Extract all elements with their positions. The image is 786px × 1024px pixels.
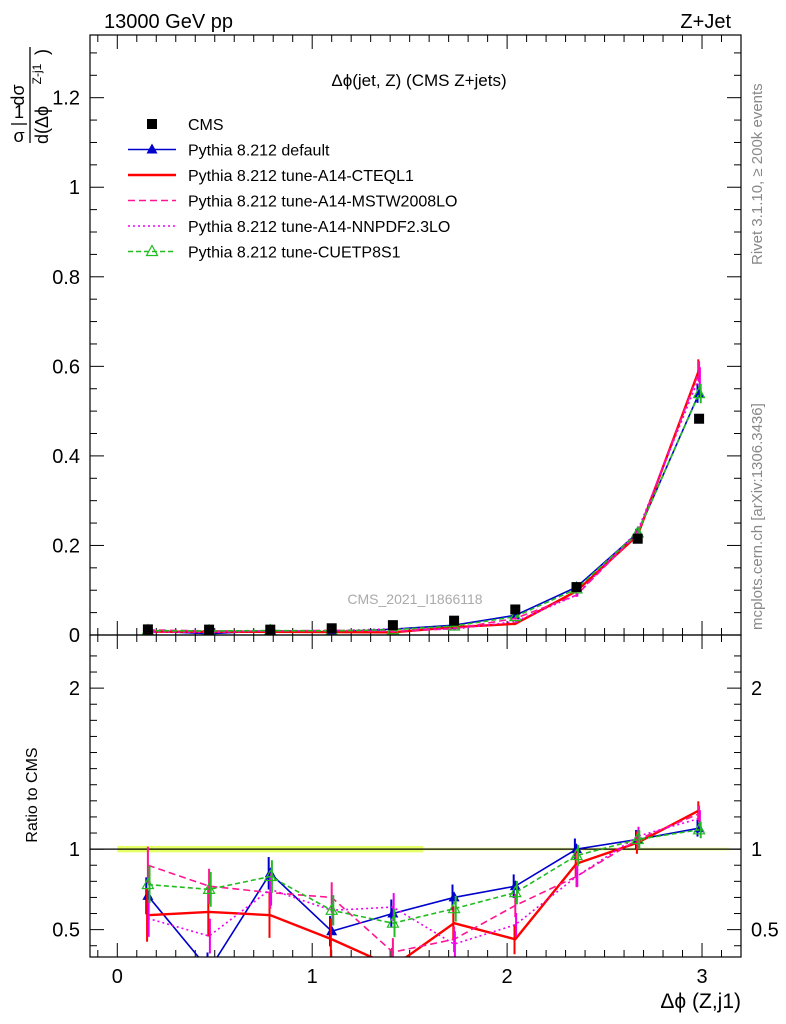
main-y-tick-label: 0.6: [52, 356, 80, 378]
legend-label: CMS: [188, 117, 224, 134]
ratio-y-axis-label: Ratio to CMS: [24, 747, 41, 842]
ratio-series-marker: [509, 880, 521, 891]
main-panel: 0 0.2 0.4 0.6 0.8 1 1.2: [52, 35, 741, 647]
cms-data-point: [632, 533, 643, 544]
ylabel-deriv-close: ): [32, 49, 52, 55]
ratio-series-marker: [325, 903, 339, 915]
x-tick-label: 2: [502, 966, 513, 988]
ratio-y-tick-label-right: 2: [751, 678, 762, 700]
ratio-series-marker: [631, 832, 645, 845]
rivet-version-label: Rivet 3.1.10, ≥ 200k events: [749, 83, 766, 265]
main-y-tick-label: 0: [69, 625, 80, 647]
ratio-series-marker: [448, 891, 460, 902]
ylabel-deriv-num: dσ: [8, 84, 28, 105]
ratio-series-line: [147, 812, 700, 954]
cms-data-point: [571, 582, 582, 593]
x-tick-label: 0: [112, 966, 123, 988]
ratio-series-marker: [263, 869, 277, 882]
legend-entry: CMS: [147, 117, 224, 134]
ratio-y-tick-label: 0.5: [52, 920, 80, 942]
cms-data-point: [265, 624, 276, 635]
legend-cms-marker: [147, 119, 157, 129]
ratio-frame: [89, 634, 742, 958]
ratio-series-marker: [447, 901, 461, 914]
ratio-series-marker: [141, 877, 155, 890]
legend-label: Pythia 8.212 tune-CUETP8S1: [188, 245, 401, 262]
ratio-y-tick-label: 1: [69, 839, 80, 861]
legend-entry: Pythia 8.212 tune-A14-NNPDF2.3LO: [128, 219, 450, 236]
cms-data-point: [142, 624, 153, 635]
analysis-watermark: CMS_2021_I1866118: [347, 591, 482, 607]
main-series-marker: [508, 609, 522, 622]
main-y-tick-label: 1.2: [52, 88, 80, 110]
ylabel-deriv-den: d(Δϕ: [32, 106, 52, 144]
main-series-group: [141, 359, 706, 635]
legend-label: Pythia 8.212 tune-A14-MSTW2008LO: [188, 194, 457, 211]
legend-label: Pythia 8.212 default: [188, 143, 330, 160]
legend-marker: [146, 143, 158, 154]
legend-entry: Pythia 8.212 tune-CUETP8S1: [128, 244, 401, 262]
cms-data-point: [387, 620, 398, 631]
ratio-series-marker: [386, 915, 400, 928]
x-axis-label: Δϕ (Z,j1): [660, 990, 741, 1013]
ratio-series-marker: [204, 964, 215, 974]
cms-data-point: [326, 623, 337, 634]
legend-entry: Pythia 8.212 tune-A14-CTEQL1: [128, 168, 414, 185]
ratio-y-tick-label: 2: [69, 678, 80, 700]
main-series-line: [147, 393, 700, 632]
ratio-panel: 0 1 2 3 0.5 0.5 1 1 2 2: [52, 635, 779, 988]
main-y-axis-label: 1 σ dσ d(Δϕ Z-j1 ): [8, 47, 52, 146]
main-y-tick-label: 0.2: [52, 535, 80, 557]
x-tick-label: 1: [307, 966, 318, 988]
ratio-series-line: [147, 809, 700, 957]
cms-data-point: [510, 604, 521, 615]
ratio-series-group: [141, 801, 706, 974]
source-label: mcplots.cern.ch [arXiv:1306.3436]: [749, 403, 766, 630]
ylabel-frac-den: σ: [13, 126, 24, 146]
ratio-series-line: [147, 829, 700, 925]
main-y-tick-label: 0.4: [52, 446, 80, 468]
header-process-label: Z+Jet: [680, 11, 731, 33]
cms-data-point: [694, 413, 705, 424]
main-y-tick-label: 0.8: [52, 267, 80, 289]
legend-entry: Pythia 8.212 tune-A14-MSTW2008LO: [128, 194, 457, 211]
ratio-y-tick-label-right: 0.5: [751, 920, 779, 942]
chart-title: Δϕ(jet, Z) (CMS Z+jets): [331, 71, 506, 90]
ratio-y-tick-label-right: 1: [751, 839, 762, 861]
cms-data-point: [204, 624, 215, 635]
ylabel-frac-num: 1: [14, 102, 24, 122]
ratio-series-line: [147, 827, 700, 957]
ylabel-deriv-sup: Z-j1: [30, 63, 44, 84]
legend-entry: Pythia 8.212 default: [128, 143, 330, 160]
ratio-series-line: [147, 817, 700, 945]
x-tick-label: 3: [696, 966, 707, 988]
cms-data-point: [449, 615, 460, 626]
main-series-marker: [693, 387, 705, 398]
main-y-tick-label: 1: [69, 177, 80, 199]
main-series-line: [147, 377, 700, 634]
ratio-series-marker: [569, 848, 584, 861]
ratio-series-marker: [202, 882, 216, 894]
ratio-series-marker: [570, 843, 582, 854]
ratio-series-marker: [692, 822, 706, 835]
legend-marker: [145, 244, 159, 257]
legend-label: Pythia 8.212 tune-A14-NNPDF2.3LO: [188, 219, 450, 236]
ratio-series-marker: [508, 885, 522, 898]
legend: CMS Pythia 8.212 default Pythia 8.212 tune…: [128, 117, 457, 262]
main-series-marker: [692, 386, 706, 399]
legend-label: Pythia 8.212 tune-A14-CTEQL1: [188, 168, 414, 185]
header-energy-label: 13000 GeV pp: [104, 11, 233, 33]
